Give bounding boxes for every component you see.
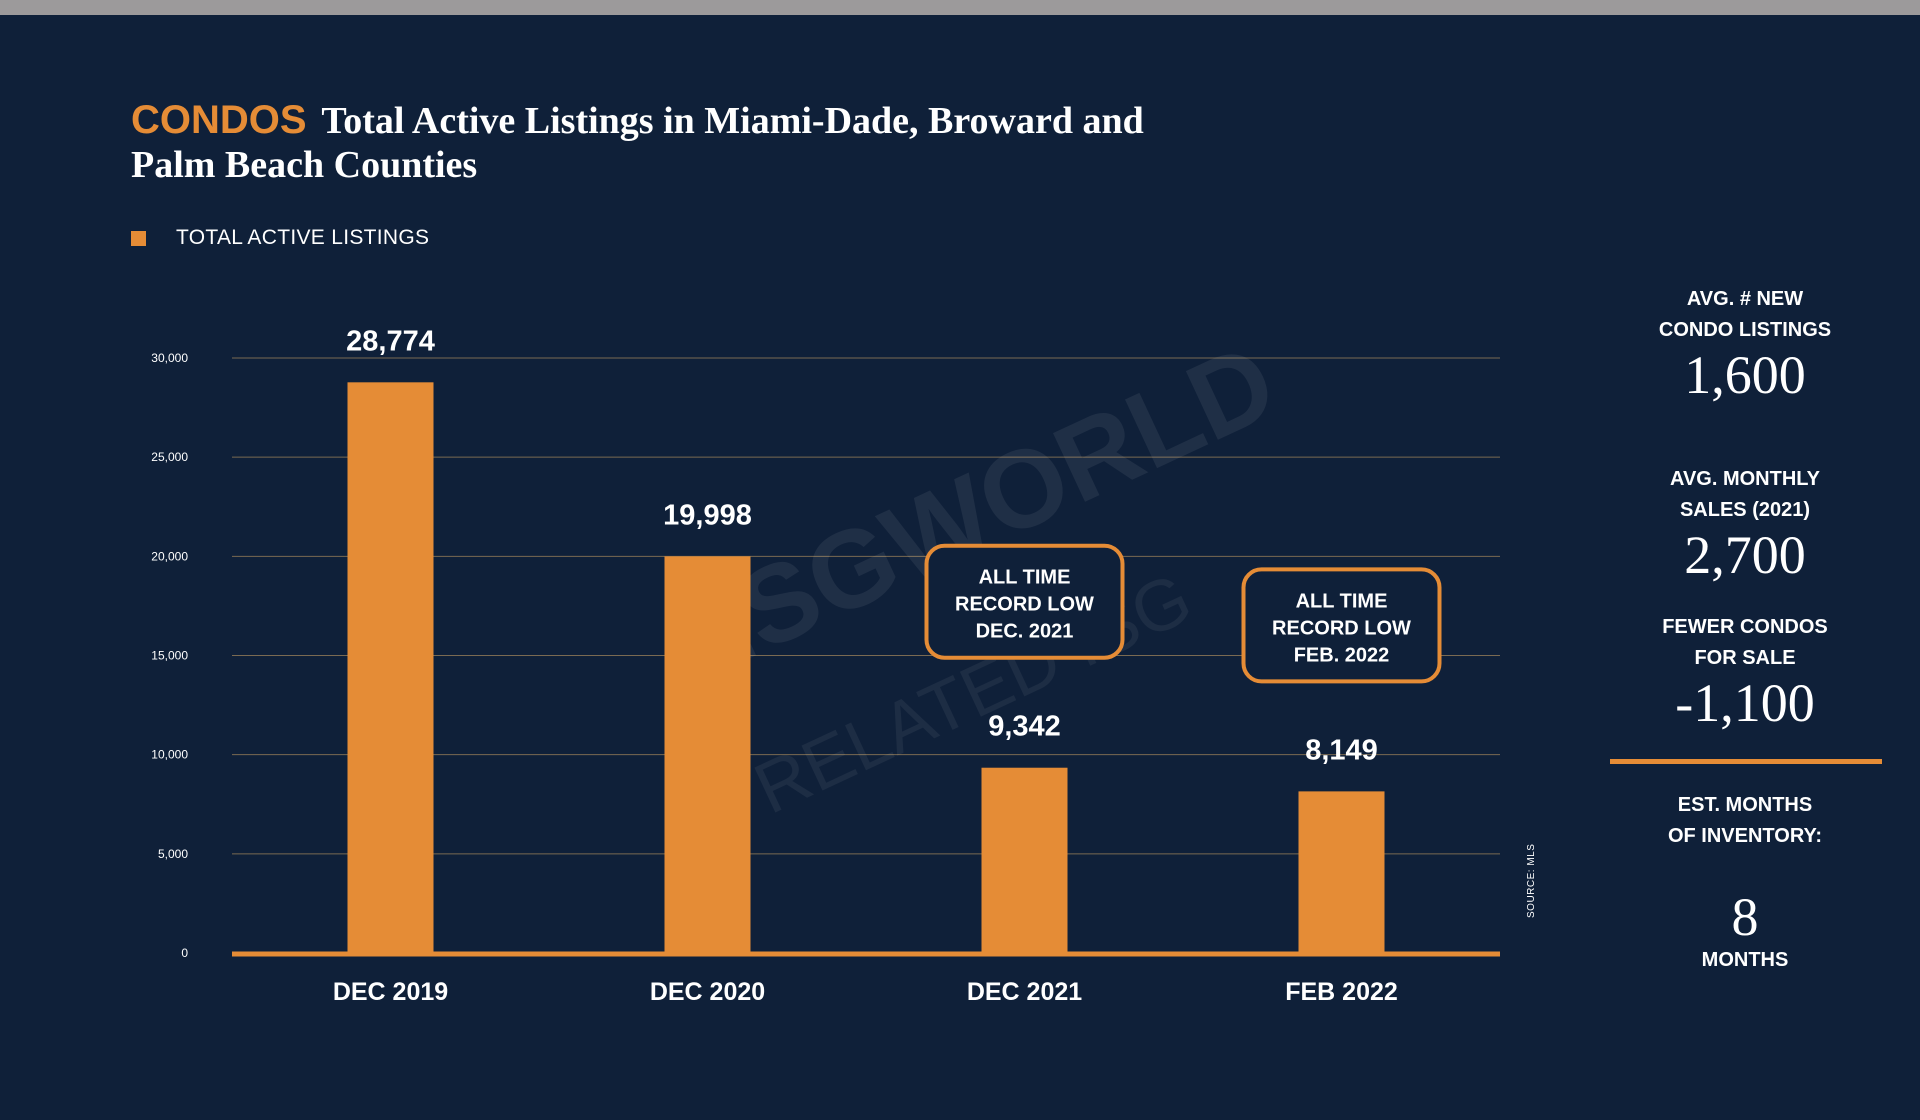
y-tick-label: 25,000 [151,450,188,464]
top-border [0,0,1920,15]
bar [664,556,751,953]
stat-label: OF INVENTORY: [1667,825,1823,847]
callout-text: FEB. 2022 [1294,644,1390,666]
stat-unit: MONTHS [1701,949,1789,971]
record-low-callout [1241,567,1442,684]
y-tick-label: 20,000 [151,549,188,563]
y-tick-label: 5,000 [158,847,188,861]
bar [981,767,1068,953]
y-tick-label: 15,000 [151,649,188,663]
callout-text: RECORD LOW [1272,617,1411,639]
x-tick-label: DEC 2021 [967,978,1082,1006]
callout-text: ALL TIME [1296,590,1388,612]
legend-swatch [131,230,146,246]
callout-text: RECORD LOW [955,594,1094,616]
bar-value-label: 28,774 [346,325,435,357]
chart-title: CONDOS Total Active Listings in Miami-Da… [131,98,1281,187]
bars [232,382,1500,957]
stat-monthly-sales: AVG. MONTHLY SALES (2021) 2,700 [1605,464,1885,584]
legend-label: TOTAL ACTIVE LISTINGS [176,226,430,249]
stat-new-listings: AVG. # NEW CONDO LISTINGS 1,600 [1605,284,1885,404]
bar-value-label: 19,998 [663,499,752,531]
y-tick-label: 0 [181,946,188,960]
title-line-1: Total Active Listings in Miami-Dade, Bro… [321,100,1144,142]
source-note: SOURCE: MLS [1526,843,1537,918]
callout-text: DEC. 2021 [976,621,1074,643]
stat-label: SALES (2021) [1679,499,1811,521]
stat-label: FOR SALE [1694,647,1796,669]
labels: 0 5,000 10,000 15,000 20,000 25,000 30,000 28,7… [151,325,1442,1006]
gridlines [232,357,1500,855]
title-line-2: Palm Beach Counties [131,144,478,186]
bar-value-label: 9,342 [988,711,1061,743]
stat-value: 2,700 [1684,525,1806,585]
stat-fewer-condos: FEWER CONDOS FOR SALE -1,100 [1605,612,1885,732]
stat-value: 1,600 [1684,345,1806,405]
y-tick-label: 10,000 [151,748,188,762]
legend: TOTAL ACTIVE LISTINGS [131,226,429,250]
record-low-callout [924,543,1125,660]
bar [347,382,434,953]
callout-text: ALL TIME [979,567,1071,589]
y-tick-label: 30,000 [151,351,188,365]
x-tick-label: DEC 2019 [333,978,448,1006]
title-accent-word: CONDOS [131,98,307,142]
stat-value: 8 [1731,887,1759,947]
stat-value: -1,100 [1675,673,1815,733]
stat-inventory: EST. MONTHS OF INVENTORY: 8 MONTHS [1605,790,1885,974]
x-tick-label: FEB 2022 [1285,978,1398,1006]
x-tick-label: DEC 2020 [650,978,765,1006]
stat-label: EST. MONTHS [1677,794,1813,816]
stat-divider [1610,759,1882,764]
stat-label: FEWER CONDOS [1662,616,1828,638]
bar [1298,791,1385,953]
bar-value-label: 8,149 [1305,734,1378,766]
stat-label: AVG. # NEW [1686,288,1804,310]
stat-label: CONDO LISTINGS [1658,319,1832,341]
stat-label: AVG. MONTHLY [1669,468,1820,490]
